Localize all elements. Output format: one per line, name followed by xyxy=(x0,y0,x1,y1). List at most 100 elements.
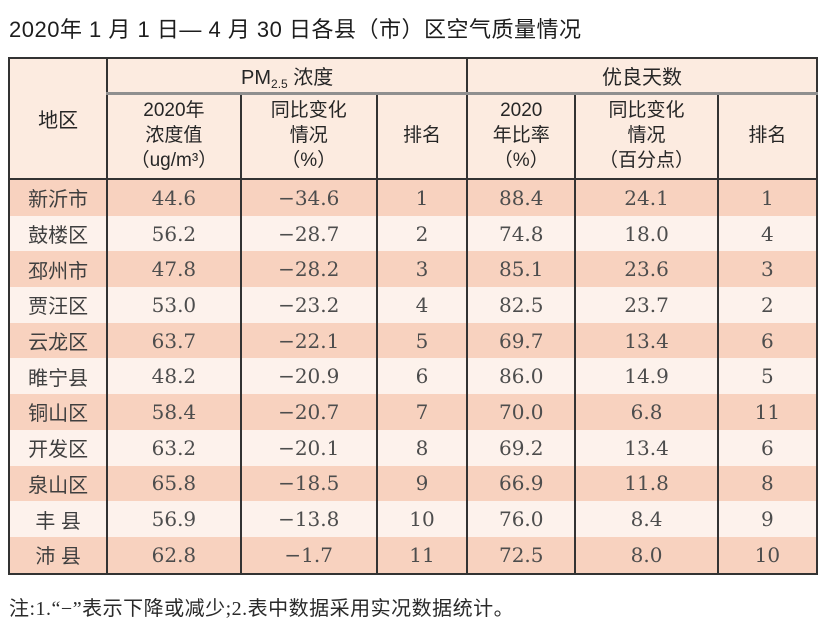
cell-pm-change: −20.9 xyxy=(239,358,378,395)
cell-pm-change: −22.1 xyxy=(239,322,378,359)
header-sub-row: 2020年 浓度值 （ug/m³） 同比变化 情况 （%） 排名 2020 年比… xyxy=(9,93,819,180)
cell-pm-rank: 4 xyxy=(375,287,469,323)
cell-days-rank: 3 xyxy=(716,251,819,288)
table-row: 鼓楼区 56.2 −28.7 2 74.8 18.0 4 xyxy=(7,215,819,252)
cell-days-change: 8.4 xyxy=(574,501,719,537)
column-header-pm-rank: 排名 xyxy=(375,93,469,180)
page-title: 2020年 1 月 1 日— 4 月 30 日各县（市）区空气质量情况 xyxy=(9,17,582,42)
cell-pm-change: −28.7 xyxy=(239,215,378,252)
table-row: 邳州市 47.8 −28.2 3 85.1 23.6 3 xyxy=(7,251,819,288)
cell-days-change: 23.6 xyxy=(574,251,719,288)
cell-region: 泉山区 xyxy=(7,465,109,502)
cell-days-rank: 6 xyxy=(716,429,819,466)
cell-pm-rank: 5 xyxy=(375,322,469,359)
cell-pm-change: −13.8 xyxy=(239,501,378,537)
cell-region: 铜山区 xyxy=(7,394,109,430)
cell-region: 鼓楼区 xyxy=(7,215,109,252)
cell-days-change: 6.8 xyxy=(574,394,719,430)
table-row: 云龙区 63.7 −22.1 5 69.7 13.4 6 xyxy=(7,322,819,359)
cell-pm-rank: 11 xyxy=(375,536,469,574)
cell-days-rank: 8 xyxy=(716,465,819,502)
cell-region: 沛 县 xyxy=(7,536,109,574)
cell-days-rate: 82.5 xyxy=(466,287,577,323)
footnote: 注:1.“−”表示下降或减少;2.表中数据采用实况数据统计。 xyxy=(9,597,515,620)
cell-days-rate: 66.9 xyxy=(466,465,577,502)
cell-region: 开发区 xyxy=(7,429,109,466)
cell-region: 邳州市 xyxy=(7,251,109,288)
cell-pm-value: 56.2 xyxy=(106,215,242,252)
cell-days-rank: 4 xyxy=(716,215,819,252)
cell-pm-rank: 2 xyxy=(375,215,469,252)
cell-pm-change: −1.7 xyxy=(239,536,378,574)
table-row: 沛 县 62.8 −1.7 11 72.5 8.0 10 xyxy=(7,536,819,574)
cell-days-change: 13.4 xyxy=(574,322,719,359)
cell-pm-change: −18.5 xyxy=(239,465,378,502)
cell-pm-value: 65.8 xyxy=(106,465,242,502)
column-header-pm-change: 同比变化 情况 （%） xyxy=(239,93,378,180)
cell-region: 丰 县 xyxy=(7,501,109,537)
column-header-days-rank: 排名 xyxy=(716,93,819,180)
cell-pm-change: −20.1 xyxy=(239,429,378,466)
cell-pm-change: −34.6 xyxy=(239,179,378,216)
cell-days-change: 18.0 xyxy=(574,215,719,252)
cell-pm-rank: 1 xyxy=(375,179,469,216)
column-header-region: 地区 xyxy=(7,58,109,180)
cell-days-rate: 88.4 xyxy=(466,179,577,216)
cell-days-rate: 69.2 xyxy=(466,429,577,466)
table-row: 铜山区 58.4 −20.7 7 70.0 6.8 11 xyxy=(7,394,819,430)
cell-pm-value: 48.2 xyxy=(106,358,242,395)
cell-days-rank: 6 xyxy=(716,322,819,359)
cell-region: 贾汪区 xyxy=(7,287,109,323)
cell-days-rank: 5 xyxy=(716,358,819,395)
cell-pm-value: 62.8 xyxy=(106,536,242,574)
cell-pm-change: −28.2 xyxy=(239,251,378,288)
cell-days-rank: 9 xyxy=(716,501,819,537)
cell-pm-rank: 10 xyxy=(375,501,469,537)
cell-days-rank: 10 xyxy=(716,536,819,574)
cell-days-rate: 69.7 xyxy=(466,322,577,359)
table-header: 地区 PM2.5 浓度 优良天数 2020年 浓度值 （ug/m³） 同比变化 … xyxy=(7,58,819,180)
table-body: 新沂市 44.6 −34.6 1 88.4 24.1 1 鼓楼区 56.2 −2… xyxy=(7,179,819,574)
cell-region: 新沂市 xyxy=(7,179,109,216)
cell-days-rank: 11 xyxy=(716,394,819,430)
cell-days-rate: 74.8 xyxy=(466,215,577,252)
cell-days-change: 24.1 xyxy=(574,179,719,216)
cell-pm-value: 56.9 xyxy=(106,501,242,537)
header-group-row: 地区 PM2.5 浓度 优良天数 xyxy=(7,58,818,180)
table-row: 开发区 63.2 −20.1 8 69.2 13.4 6 xyxy=(7,429,819,466)
column-group-good-days: 优良天数 xyxy=(466,58,818,95)
column-header-pm-value: 2020年 浓度值 （ug/m³） xyxy=(106,93,242,180)
table-row: 贾汪区 53.0 −23.2 4 82.5 23.7 2 xyxy=(7,287,819,323)
column-header-days-rate: 2020 年比率 （%） xyxy=(466,93,577,180)
cell-days-rate: 86.0 xyxy=(466,358,577,395)
cell-pm-change: −20.7 xyxy=(239,394,378,430)
cell-pm-change: −23.2 xyxy=(239,287,378,323)
cell-region: 睢宁县 xyxy=(7,358,109,395)
cell-days-change: 11.8 xyxy=(574,465,719,502)
cell-pm-value: 53.0 xyxy=(106,287,242,323)
cell-pm-value: 47.8 xyxy=(106,251,242,288)
cell-pm-rank: 8 xyxy=(375,429,469,466)
pm25-label-suffix: 浓度 xyxy=(287,66,334,89)
cell-pm-rank: 6 xyxy=(375,358,469,395)
pm25-label-subscript: 2.5 xyxy=(271,76,288,91)
cell-days-rate: 85.1 xyxy=(466,251,577,288)
pm25-label-prefix: PM xyxy=(241,66,272,89)
cell-days-change: 13.4 xyxy=(574,429,719,466)
cell-days-rank: 1 xyxy=(716,179,819,216)
table-row: 泉山区 65.8 −18.5 9 66.9 11.8 8 xyxy=(7,465,819,502)
cell-days-rate: 76.0 xyxy=(466,501,577,537)
column-group-pm25: PM2.5 浓度 xyxy=(106,58,469,95)
cell-pm-rank: 3 xyxy=(375,251,469,288)
cell-days-change: 23.7 xyxy=(574,287,719,323)
cell-pm-rank: 7 xyxy=(375,394,469,430)
cell-pm-value: 58.4 xyxy=(106,394,242,430)
cell-pm-rank: 9 xyxy=(375,465,469,502)
table-row: 新沂市 44.6 −34.6 1 88.4 24.1 1 xyxy=(7,179,819,216)
table-row: 睢宁县 48.2 −20.9 6 86.0 14.9 5 xyxy=(7,358,819,395)
cell-pm-value: 63.2 xyxy=(106,429,242,466)
column-header-days-change: 同比变化 情况 （百分点） xyxy=(574,93,719,180)
air-quality-table: 地区 PM2.5 浓度 优良天数 2020年 浓度值 （ug/m³） 同比变化 … xyxy=(7,57,819,575)
cell-days-rate: 72.5 xyxy=(466,536,577,574)
